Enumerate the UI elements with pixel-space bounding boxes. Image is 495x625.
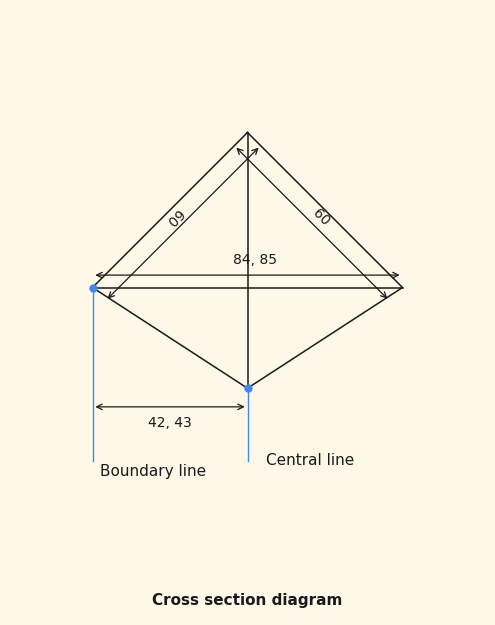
Text: 42, 43: 42, 43 [148, 416, 192, 430]
Text: Cross section diagram: Cross section diagram [152, 592, 343, 608]
Text: 60: 60 [163, 206, 185, 228]
Text: 60: 60 [310, 206, 332, 228]
Text: Boundary line: Boundary line [100, 464, 206, 479]
Text: 84, 85: 84, 85 [233, 253, 277, 268]
Text: Central line: Central line [266, 453, 354, 468]
